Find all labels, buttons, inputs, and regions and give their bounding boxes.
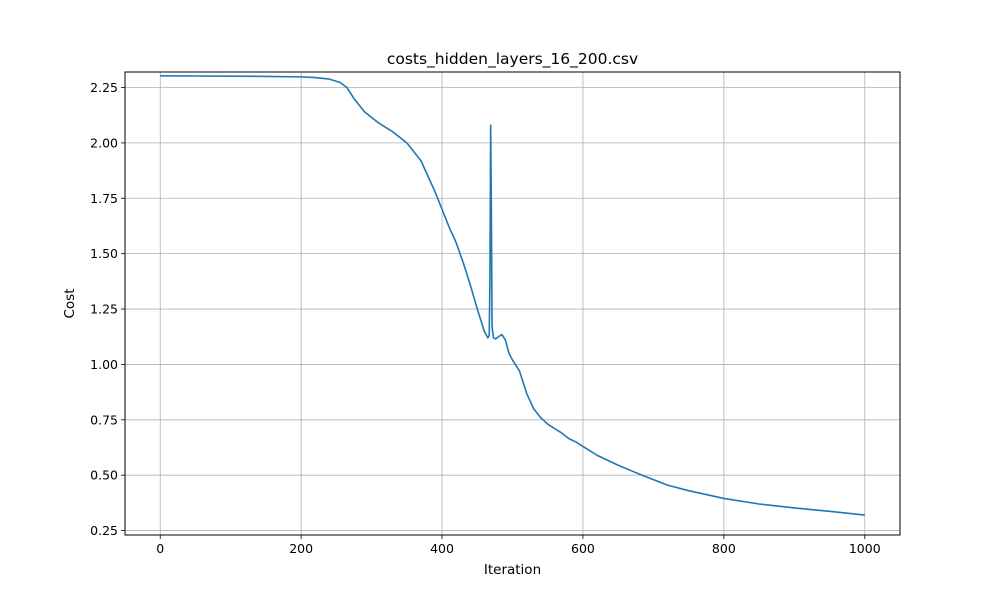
y-tick-label: 0.25 xyxy=(90,523,118,538)
chart-title: costs_hidden_layers_16_200.csv xyxy=(387,50,638,69)
x-tick-label: 400 xyxy=(430,541,454,556)
x-axis-label: Iteration xyxy=(484,562,541,578)
x-tick-label: 1000 xyxy=(849,541,881,556)
x-tick-label: 800 xyxy=(712,541,736,556)
y-tick-label: 2.00 xyxy=(90,135,118,150)
y-tick-label: 0.50 xyxy=(90,468,118,483)
x-tick-label: 200 xyxy=(289,541,313,556)
y-tick-label: 1.75 xyxy=(90,191,118,206)
x-tick-label: 600 xyxy=(571,541,595,556)
y-tick-label: 2.25 xyxy=(90,80,118,95)
x-tick-label: 0 xyxy=(156,541,164,556)
y-tick-label: 1.00 xyxy=(90,357,118,372)
y-tick-label: 1.25 xyxy=(90,302,118,317)
y-axis-label: Cost xyxy=(62,288,78,318)
y-tick-label: 0.75 xyxy=(90,412,118,427)
y-tick-label: 1.50 xyxy=(90,246,118,261)
